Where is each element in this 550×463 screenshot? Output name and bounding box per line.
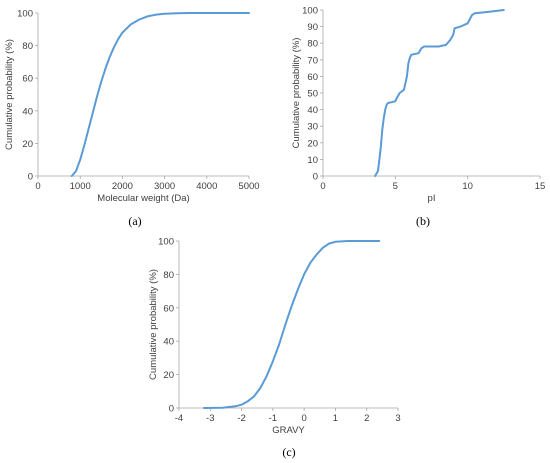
chart-c-x-tick-label: 2 <box>364 413 369 424</box>
chart-b-y-tick-label: 100 <box>302 6 318 17</box>
chart-c-y-tick-label: 80 <box>163 270 174 281</box>
chart-b-y-tick-label: 0 <box>313 172 318 183</box>
chart-a-y-tick-label: 80 <box>22 41 33 52</box>
chart-b-x-tick-label: 5 <box>393 181 398 192</box>
chart-a-y-axis-label: Cumulative probability (%) <box>4 39 15 150</box>
chart-c-y-tick-label: 40 <box>163 337 174 348</box>
chart-b-x-tick-label: 10 <box>462 181 473 192</box>
chart-c-x-tick-label: 0 <box>301 413 306 424</box>
chart-a-x-tick-label: 4000 <box>196 181 217 192</box>
chart-c-y-tick-label: 100 <box>158 237 174 248</box>
chart-a-series-line <box>70 12 250 177</box>
chart-c-y-tick-label: 0 <box>169 404 174 415</box>
chart-a-x-tick-label: 0 <box>35 181 40 192</box>
chart-a-x-axis-label: Molecular weight (Da) <box>97 193 189 204</box>
chart-a-y-tick-label: 100 <box>17 9 33 20</box>
chart-a-y-tick-label: 40 <box>22 106 33 117</box>
chart-c-x-tick-label: 1 <box>333 413 338 424</box>
chart-c: -4 -3 -2 -1 0 1 2 3 0 20 40 60 80 100 GRAVY Cumulative … <box>148 237 401 460</box>
chart-a-y-tick-label: 0 <box>28 172 33 183</box>
chart-c-series-line <box>203 240 381 409</box>
chart-b-y-tick-label: 70 <box>307 55 318 66</box>
chart-c-x-tick-label: -2 <box>237 413 245 424</box>
chart-a-y-tick-label: 60 <box>22 74 33 85</box>
chart-c-y-tick-label: 20 <box>163 370 174 381</box>
chart-a-x-tick-label: 3000 <box>154 181 175 192</box>
chart-b-x-tick-label: 15 <box>535 181 546 192</box>
chart-c-y-axis-label: Cumulative probability (%) <box>148 269 159 380</box>
chart-a-x-tick-label: 2000 <box>112 181 133 192</box>
chart-b: 0 5 10 15 0 10 20 30 40 50 60 70 80 90 100 pI Cumulative… <box>291 6 545 229</box>
chart-c-x-tick-label: -1 <box>269 413 277 424</box>
chart-a: 0 1000 2000 3000 4000 5000 0 20 40 60 80 100 Molecul… <box>4 9 260 229</box>
chart-b-y-tick-label: 10 <box>307 155 318 166</box>
chart-c-x-tick-label: -4 <box>175 413 183 424</box>
chart-c-panel-label: (c) <box>282 445 295 459</box>
chart-b-x-axis-label: pI <box>428 193 436 204</box>
chart-b-panel-label: (b) <box>416 214 430 228</box>
chart-b-x-tick-label: 0 <box>320 181 325 192</box>
chart-c-x-tick-label: -3 <box>206 413 214 424</box>
chart-c-x-axis-label: GRAVY <box>272 425 305 436</box>
chart-b-y-axis-label: Cumulative probability (%) <box>291 38 302 149</box>
chart-c-x-tick-label: 3 <box>395 413 400 424</box>
chart-b-y-tick-label: 40 <box>307 105 318 116</box>
chart-a-x-tick-label: 5000 <box>238 181 259 192</box>
chart-a-panel-label: (a) <box>128 214 141 228</box>
chart-b-y-tick-label: 60 <box>307 72 318 83</box>
chart-b-y-tick-label: 50 <box>307 89 318 100</box>
chart-b-y-tick-label: 80 <box>307 39 318 50</box>
chart-c-y-tick-label: 60 <box>163 303 174 314</box>
chart-b-series-line <box>374 9 505 177</box>
chart-b-y-tick-label: 90 <box>307 22 318 33</box>
chart-b-y-tick-label: 30 <box>307 122 318 133</box>
chart-a-x-tick-label: 1000 <box>70 181 91 192</box>
chart-a-y-tick-label: 20 <box>22 139 33 150</box>
chart-b-y-tick-label: 20 <box>307 138 318 149</box>
